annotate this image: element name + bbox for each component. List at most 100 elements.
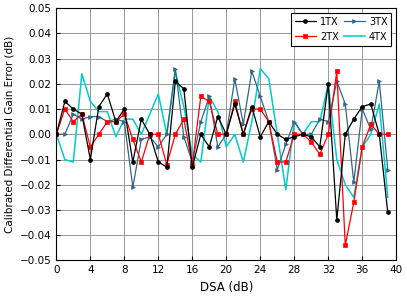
2TX <box>139 160 144 164</box>
2TX <box>147 133 152 136</box>
3TX <box>224 133 229 136</box>
3TX <box>198 120 203 123</box>
3TX <box>215 145 220 149</box>
Line: 4TX: 4TX <box>56 69 388 197</box>
3TX <box>182 135 186 139</box>
2TX <box>232 100 237 103</box>
4TX <box>122 117 127 121</box>
4TX <box>368 133 373 136</box>
4TX <box>326 82 331 86</box>
2TX <box>88 145 93 149</box>
2TX <box>249 107 254 111</box>
4TX <box>96 110 101 113</box>
1TX <box>300 133 305 136</box>
1TX <box>241 133 246 136</box>
4TX <box>343 183 348 187</box>
4TX <box>360 145 365 149</box>
2TX <box>258 107 263 111</box>
1TX <box>292 135 297 139</box>
1TX <box>164 165 169 169</box>
2TX <box>130 138 135 141</box>
4TX <box>88 100 93 103</box>
1TX <box>283 138 288 141</box>
1TX <box>351 117 356 121</box>
4TX <box>173 69 178 73</box>
1TX <box>343 133 348 136</box>
1TX <box>156 160 161 164</box>
1TX <box>249 105 254 108</box>
3TX <box>309 133 314 136</box>
3TX <box>317 117 322 121</box>
3TX <box>130 185 135 189</box>
2TX <box>71 120 76 123</box>
4TX <box>114 135 118 139</box>
3TX <box>258 95 263 98</box>
4TX <box>249 120 254 123</box>
4TX <box>207 95 212 98</box>
3TX <box>114 117 118 121</box>
1TX <box>96 105 101 108</box>
4TX <box>147 112 152 116</box>
1TX <box>105 92 110 96</box>
3TX <box>351 180 356 184</box>
3TX <box>249 69 254 73</box>
4TX <box>232 133 237 136</box>
2TX <box>190 163 195 166</box>
4TX <box>258 67 263 71</box>
1TX <box>258 135 263 139</box>
2TX <box>283 160 288 164</box>
1TX <box>71 107 76 111</box>
4TX <box>198 160 203 164</box>
1TX <box>182 87 186 91</box>
3TX <box>368 128 373 131</box>
1TX <box>122 107 127 111</box>
1TX <box>54 133 59 136</box>
3TX <box>334 80 339 83</box>
3TX <box>173 67 178 71</box>
4TX <box>266 77 271 80</box>
3TX <box>343 102 348 106</box>
3TX <box>266 120 271 123</box>
2TX <box>54 133 59 136</box>
2TX <box>317 153 322 156</box>
2TX <box>360 145 365 149</box>
4TX <box>283 188 288 192</box>
2TX <box>343 243 348 247</box>
3TX <box>207 95 212 98</box>
3TX <box>79 117 84 121</box>
2TX <box>300 133 305 136</box>
4TX <box>385 195 390 199</box>
3TX <box>360 107 365 111</box>
2TX <box>62 107 67 111</box>
4TX <box>156 92 161 96</box>
2TX <box>96 133 101 136</box>
2TX <box>79 112 84 116</box>
Line: 2TX: 2TX <box>55 69 390 247</box>
3TX <box>139 138 144 141</box>
3TX <box>88 115 93 118</box>
4TX <box>241 160 246 164</box>
2TX <box>224 133 229 136</box>
1TX <box>114 120 118 123</box>
4TX <box>309 120 314 123</box>
1TX <box>326 82 331 86</box>
1TX <box>368 102 373 106</box>
1TX <box>79 112 84 116</box>
2TX <box>241 133 246 136</box>
1TX <box>147 133 152 136</box>
1TX <box>334 218 339 222</box>
3TX <box>283 143 288 146</box>
3TX <box>190 160 195 164</box>
3TX <box>275 168 280 171</box>
4TX <box>182 105 186 108</box>
3TX <box>71 112 76 116</box>
2TX <box>164 163 169 166</box>
1TX <box>317 145 322 149</box>
3TX <box>96 115 101 118</box>
1TX <box>275 133 280 136</box>
4TX <box>130 117 135 121</box>
4TX <box>300 133 305 136</box>
1TX <box>62 100 67 103</box>
1TX <box>173 80 178 83</box>
3TX <box>147 135 152 139</box>
